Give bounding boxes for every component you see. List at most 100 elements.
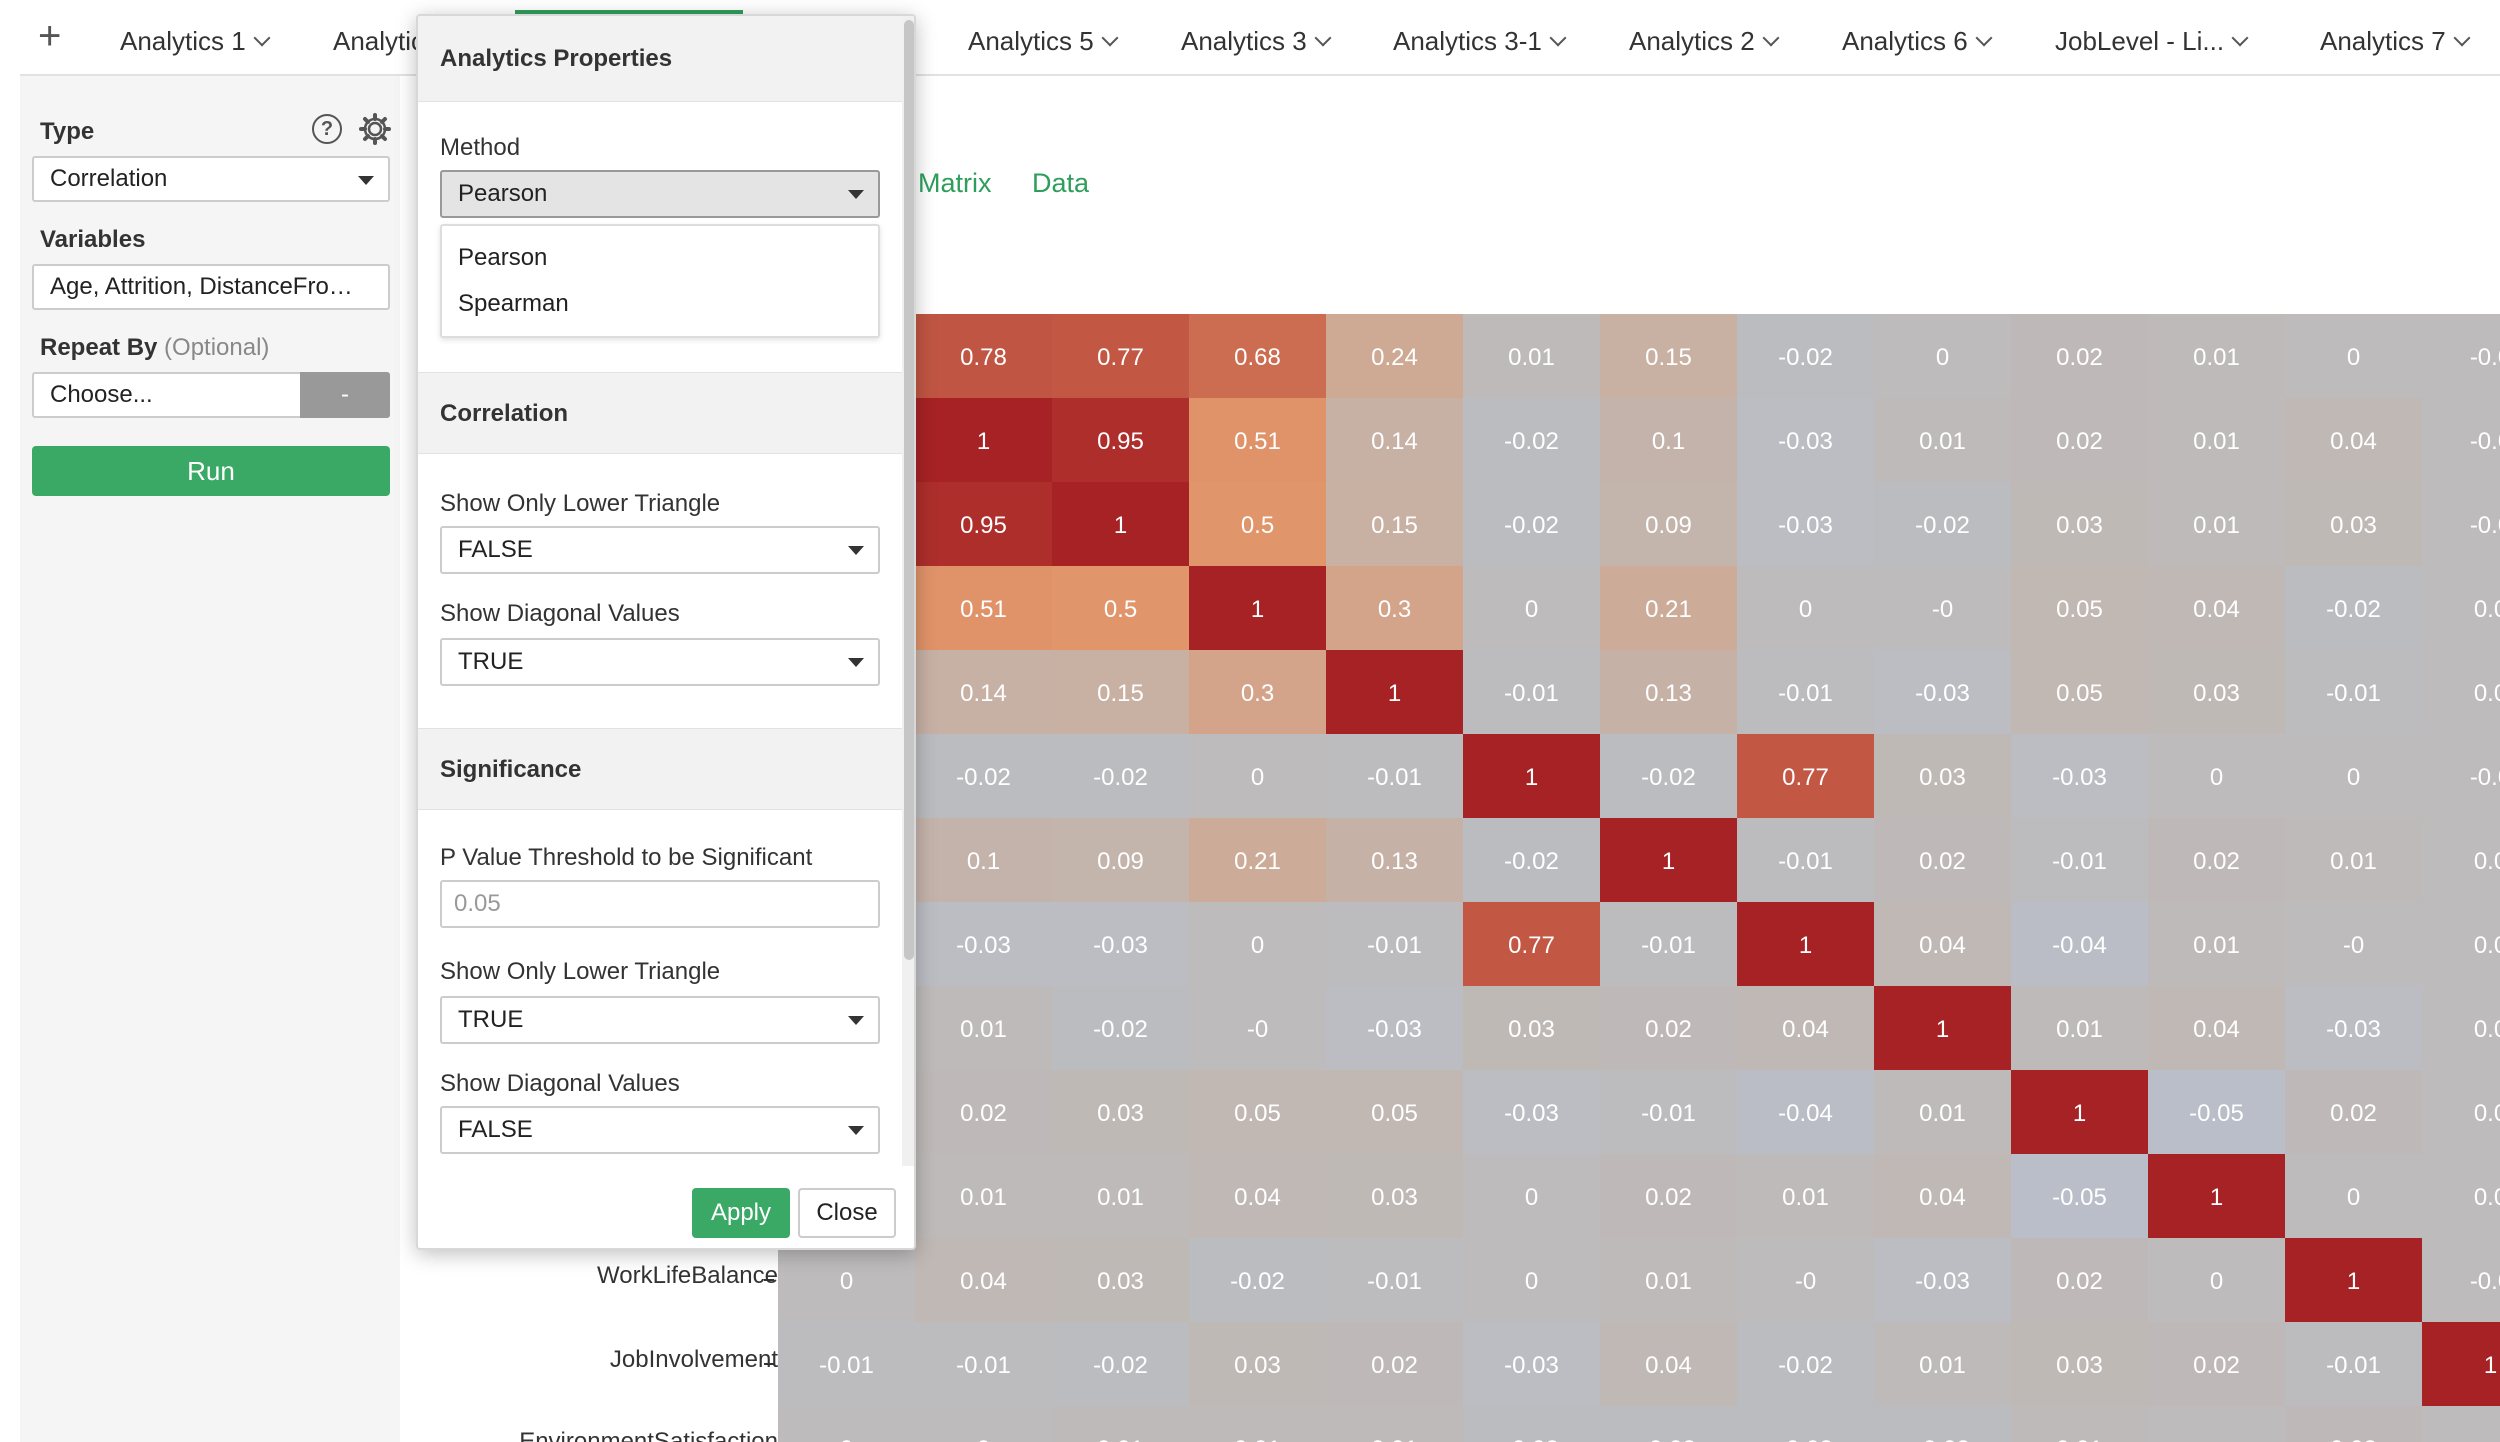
- type-select[interactable]: Correlation: [32, 156, 390, 202]
- heatmap-value-label: 0.0: [2474, 680, 2500, 707]
- method-option-spearman[interactable]: Spearman: [458, 290, 569, 317]
- heatmap-value-label: -0.02: [2326, 596, 2381, 623]
- heatmap-value-label: 0.5: [1241, 512, 1274, 539]
- heatmap-value-label: 1: [2347, 1268, 2360, 1295]
- row-label: WorkLifeBalance: [597, 1262, 778, 1289]
- heatmap-cell: [915, 1070, 1052, 1154]
- tab-matrix[interactable]: Matrix: [918, 168, 992, 198]
- heatmap-cell: [915, 902, 1052, 986]
- pvalue-input[interactable]: [440, 880, 880, 928]
- tab-joblevel[interactable]: JobLevel - Li...: [2055, 26, 2249, 57]
- sig-lower-triangle-label: Show Only Lower Triangle: [440, 958, 721, 985]
- heatmap-value-label: 0.01: [2193, 344, 2240, 371]
- correlation-section-header: Correlation: [418, 372, 902, 454]
- tab-analytics-partial[interactable]: Analytic: [333, 26, 425, 56]
- heatmap-cell: [778, 1238, 915, 1322]
- heatmap-cell: [1874, 1154, 2011, 1238]
- heatmap-value-label: 0.21: [1234, 848, 1281, 875]
- sig-diagonal-select[interactable]: FALSE: [440, 1106, 880, 1154]
- heatmap-value-label: 0.13: [1645, 680, 1692, 707]
- heatmap-value-label: -0.01: [1367, 1268, 1422, 1295]
- heatmap-value-label: -0.02: [1778, 344, 1833, 371]
- heatmap-value-label: -0.02: [1093, 1016, 1148, 1043]
- heatmap-value-label: 0.04: [960, 1268, 1007, 1295]
- dialog-scrollbar-thumb[interactable]: [904, 20, 914, 960]
- heatmap-value-label: 0: [1251, 764, 1264, 791]
- heatmap-value-label: -0.03: [2052, 764, 2107, 791]
- tab-analytics-3[interactable]: Analytics 3: [1181, 26, 1332, 57]
- heatmap-value-label: 0.04: [1782, 1016, 1829, 1043]
- heatmap-cell: [1052, 566, 1189, 650]
- corr-lower-triangle-select[interactable]: FALSE: [440, 526, 880, 574]
- repeat-by-clear-button[interactable]: -: [300, 372, 390, 418]
- caret-down-icon: [848, 546, 864, 555]
- heatmap-value-label: 0: [1936, 344, 1949, 371]
- heatmap-value-label: 0.01: [2330, 848, 2377, 875]
- tab-analytics-1[interactable]: Analytics 1: [120, 26, 271, 57]
- heatmap-value-label: 0: [840, 1268, 853, 1295]
- tab-analytics-6[interactable]: Analytics 6: [1842, 26, 1993, 57]
- heatmap-cell: [2011, 566, 2148, 650]
- pvalue-label: P Value Threshold to be Significant: [440, 844, 813, 871]
- heatmap-cell: [915, 566, 1052, 650]
- heatmap-cell: [2148, 1322, 2285, 1406]
- apply-button[interactable]: Apply: [692, 1188, 790, 1238]
- dialog-title: Analytics Properties: [418, 16, 902, 102]
- heatmap-value-label: -0.02: [1915, 1436, 1970, 1442]
- method-option-pearson[interactable]: Pearson: [458, 244, 548, 271]
- heatmap-cell: [2285, 734, 2422, 818]
- method-label: Method: [440, 134, 521, 161]
- variables-label: Variables: [40, 226, 146, 253]
- heatmap-cell: [1463, 1406, 1600, 1442]
- heatmap-value-label: 1: [1662, 848, 1675, 875]
- heatmap-value-label: 0.1: [967, 848, 1000, 875]
- heatmap-cell: [2148, 398, 2285, 482]
- heatmap-cell: [2148, 818, 2285, 902]
- heatmap-cell: [2285, 1070, 2422, 1154]
- sig-lower-triangle-select[interactable]: TRUE: [440, 996, 880, 1044]
- heatmap-cell: [2011, 482, 2148, 566]
- heatmap-value-label: -0.01: [1367, 764, 1422, 791]
- heatmap-value-label: 0.68: [1234, 344, 1281, 371]
- add-tab-icon[interactable]: +: [38, 14, 62, 58]
- close-button[interactable]: Close: [798, 1188, 896, 1238]
- heatmap-value-label: 0.01: [2056, 1436, 2103, 1442]
- tab-analytics-3-1[interactable]: Analytics 3-1: [1393, 26, 1567, 57]
- heatmap-value-label: -0.02: [1504, 512, 1559, 539]
- heatmap-cell: [915, 482, 1052, 566]
- heatmap-value-label: 0.77: [1097, 344, 1144, 371]
- heatmap-value-label: 0.04: [1645, 1352, 1692, 1379]
- heatmap-cell: [2148, 1154, 2285, 1238]
- heatmap-value-label: 0.01: [1508, 344, 1555, 371]
- heatmap-cell: [2422, 566, 2500, 650]
- heatmap-value-label: 0: [2347, 764, 2360, 791]
- tab-data[interactable]: Data: [1032, 168, 1090, 198]
- repeat-by-label: Repeat By (Optional): [40, 334, 270, 361]
- tab-analytics-7[interactable]: Analytics 7: [2320, 26, 2471, 57]
- heatmap-cell: [1326, 734, 1463, 818]
- tab-analytics-2[interactable]: Analytics 2: [1629, 26, 1780, 57]
- heatmap-cell: [1737, 1154, 1874, 1238]
- heatmap-value-label: 0.02: [1371, 1352, 1418, 1379]
- heatmap-value-label: 0.03: [1097, 1100, 1144, 1127]
- method-dropdown-menu: Pearson Spearman: [440, 224, 880, 338]
- analytics-properties-dialog: Analytics Properties Method Pearson Pear…: [416, 14, 916, 1250]
- heatmap-value-label: 1: [1114, 512, 1127, 539]
- help-icon[interactable]: ?: [312, 114, 342, 144]
- heatmap-value-label: 0.02: [2056, 1268, 2103, 1295]
- heatmap-value-label: 0.02: [2056, 428, 2103, 455]
- corr-diagonal-select[interactable]: TRUE: [440, 638, 880, 686]
- heatmap-cell: [1052, 818, 1189, 902]
- gear-icon[interactable]: [358, 112, 392, 146]
- run-button[interactable]: Run: [32, 446, 390, 496]
- heatmap-value-label: -0.01: [956, 1352, 1011, 1379]
- heatmap-cell: [2011, 1238, 2148, 1322]
- heatmap-value-label: 0.03: [1097, 1268, 1144, 1295]
- heatmap-value-label: 0.02: [2330, 1100, 2377, 1127]
- variables-input[interactable]: Age, Attrition, DistanceFro…: [32, 264, 390, 310]
- tab-analytics-5[interactable]: Analytics 5: [968, 26, 1119, 57]
- repeat-by-select[interactable]: Choose...: [32, 372, 302, 418]
- heatmap-value-label: 0.03: [2193, 680, 2240, 707]
- method-select[interactable]: Pearson: [440, 170, 880, 218]
- heatmap-cell: [2422, 398, 2500, 482]
